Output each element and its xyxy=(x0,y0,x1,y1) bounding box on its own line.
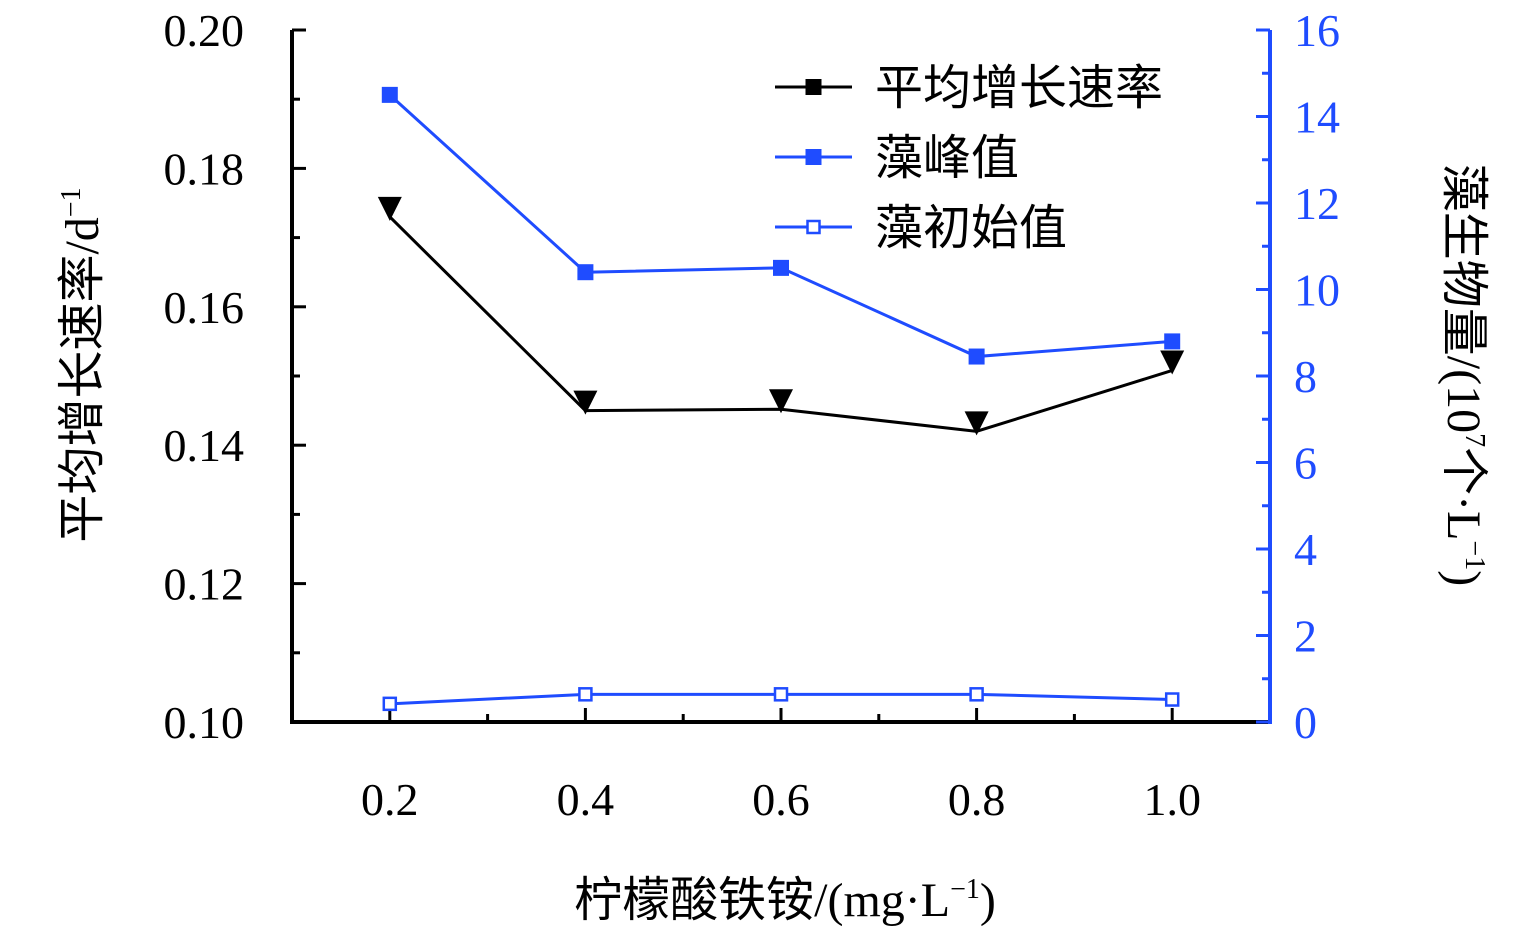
x-tick-label: 0.2 xyxy=(361,774,419,825)
y-left-axis-title-sup: −1 xyxy=(56,187,87,217)
series-layer xyxy=(377,86,1185,712)
x-tick-label: 0.6 xyxy=(752,774,810,825)
y-right-axis-title-close: ) xyxy=(1437,570,1490,586)
x-tick-label: 1.0 xyxy=(1143,774,1201,825)
series-point-2 xyxy=(578,687,593,702)
series-point-0 xyxy=(573,390,598,415)
legend-label-1: 藻峰值 xyxy=(875,132,1019,185)
x-tick-label: 0.8 xyxy=(948,774,1006,825)
x-axis-title-main: 柠檬酸铁铵/(mg·L xyxy=(574,874,950,927)
series-point-2 xyxy=(969,687,984,702)
series-point-0 xyxy=(769,389,793,414)
y-left-tick-label: 0.20 xyxy=(164,5,245,56)
y-right-tick-label: 14 xyxy=(1294,92,1340,143)
y-right-axis-title-mid: 个·L xyxy=(1437,447,1490,540)
series-point-0 xyxy=(1160,350,1185,375)
y-right-tick-label: 16 xyxy=(1294,5,1340,56)
y-right-tick-label: 10 xyxy=(1294,265,1340,316)
series-point-2 xyxy=(773,687,789,702)
y-right-axis-title: 藻生物量/(107个·L−1) xyxy=(1437,164,1490,586)
series-point-1 xyxy=(381,86,398,103)
y-right-axis-title-pre: 藻生物量/(10 xyxy=(1437,164,1490,433)
x-axis-title: 柠檬酸铁铵/(mg·L−1) xyxy=(574,874,996,927)
legend-marker-1 xyxy=(805,149,822,165)
y-right-tick-label: 6 xyxy=(1294,438,1317,489)
axes-layer: 0.10 0.12 0.14 0.16 0.18 0.20 0 2 4 6 8 10 12 14 16 0.2… xyxy=(164,5,1341,825)
x-axis-title-sup: −1 xyxy=(950,874,980,905)
legend-marker-2 xyxy=(806,219,821,235)
y-left-axis-title-main: 平均增长速率/d xyxy=(56,217,109,542)
y-left-tick-label: 0.14 xyxy=(164,420,245,471)
series-point-1 xyxy=(773,259,789,276)
y-left-tick-label: 0.10 xyxy=(164,697,245,748)
y-left-axis-title: 平均增长速率/d−1 xyxy=(56,187,109,542)
series-point-1 xyxy=(577,264,594,281)
series-point-1 xyxy=(968,348,985,365)
series-point-2 xyxy=(1164,692,1180,707)
y-left-tick-label: 0.18 xyxy=(164,143,245,194)
y-left-tick-label: 0.12 xyxy=(164,559,245,610)
y-right-tick-label: 4 xyxy=(1294,524,1317,575)
y-right-axis-title-sup: 7 xyxy=(1459,433,1490,447)
y-right-tick-label: 12 xyxy=(1294,178,1340,229)
y-right-tick-label: 8 xyxy=(1294,351,1317,402)
series-point-0 xyxy=(377,196,402,221)
y-right-axis-title-sup2: −1 xyxy=(1459,540,1490,570)
legend-marker-0 xyxy=(805,79,822,95)
x-axis-title-close: ) xyxy=(980,874,996,927)
legend-label-2: 藻初始值 xyxy=(875,202,1067,255)
series-point-1 xyxy=(1164,333,1181,350)
y-right-tick-label: 2 xyxy=(1294,611,1317,662)
x-tick-label: 0.4 xyxy=(557,774,615,825)
y-right-tick-label: 0 xyxy=(1294,697,1317,748)
legend-label-0: 平均增长速率 xyxy=(875,62,1163,115)
y-left-tick-label: 0.16 xyxy=(164,282,245,333)
series-point-2 xyxy=(382,696,398,712)
series-point-0 xyxy=(964,411,989,436)
